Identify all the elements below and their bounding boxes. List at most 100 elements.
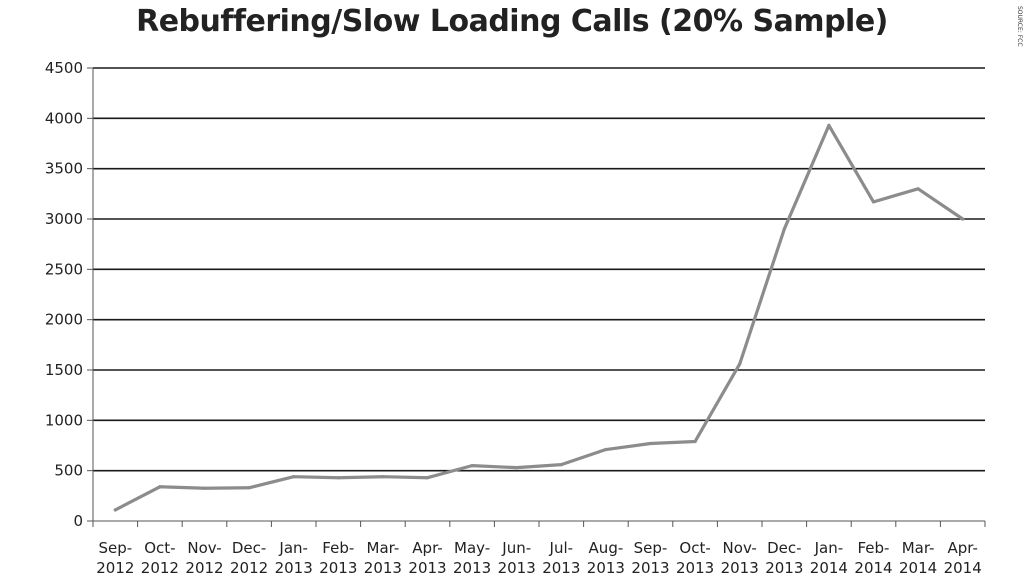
data-point [515, 466, 519, 470]
data-point [871, 200, 876, 204]
x-tick-label: Sep- 2012 [96, 539, 134, 576]
series-line [113, 123, 965, 512]
x-tick-label: Feb- 2013 [319, 539, 357, 576]
x-tick-month: May- [454, 539, 490, 557]
data-point [470, 464, 474, 468]
data-point [693, 439, 697, 444]
y-tick-label: 500 [54, 462, 83, 480]
x-tick-year: 2013 [721, 559, 759, 576]
data-point [158, 485, 162, 489]
data-point [292, 475, 296, 479]
x-tick-label: Aug- 2013 [587, 539, 625, 576]
x-tick-year: 2014 [899, 559, 937, 576]
x-tick-year: 2012 [96, 559, 134, 576]
data-point [425, 476, 430, 480]
y-tick-label: 1000 [45, 411, 83, 429]
x-tick-year: 2013 [364, 559, 402, 576]
x-tick-label: Mar- 2013 [364, 539, 402, 576]
x-tick-label: Apr- 2013 [408, 539, 446, 576]
x-tick-month: Sep- [98, 539, 132, 557]
data-point [782, 227, 786, 231]
data-point [604, 447, 608, 452]
data-point [202, 486, 207, 490]
x-tick-year: 2014 [810, 559, 848, 576]
x-tick-label: Nov- 2013 [721, 539, 759, 576]
x-tick-label: Dec- 2012 [230, 539, 268, 576]
y-tick-label: 4000 [45, 109, 83, 127]
x-tick-month: Nov- [187, 539, 221, 557]
x-tick-label: Sep- 2013 [631, 539, 669, 576]
x-tick-label: Dec- 2013 [765, 539, 803, 576]
chart-title: Rebuffering/Slow Loading Calls (20% Samp… [136, 4, 888, 39]
x-tick-month: Jan- [278, 539, 308, 557]
y-tick-label: 2500 [45, 260, 83, 278]
data-point [648, 441, 653, 446]
x-tick-year: 2013 [453, 559, 491, 576]
x-tick-year: 2013 [275, 559, 313, 576]
x-tick-year: 2012 [230, 559, 268, 576]
x-tick-month: Mar- [902, 539, 935, 557]
data-point [559, 463, 563, 467]
x-tick-year: 2013 [676, 559, 714, 576]
y-tick-label: 3500 [45, 160, 83, 178]
x-tick-month: Apr- [412, 539, 442, 557]
y-tick-label: 1500 [45, 361, 83, 379]
data-point [916, 187, 920, 191]
x-tick-month: Jan- [814, 539, 844, 557]
x-tick-label: Nov- 2012 [185, 539, 223, 576]
axes [87, 67, 986, 527]
x-tick-month: Jun- [501, 539, 531, 557]
x-tick-labels: Sep- 2012 Oct- 2012 Nov- 2012 Dec- 2012 Jan- 2013… [96, 539, 982, 576]
series [113, 123, 965, 512]
x-tick-label: Apr- 2014 [944, 539, 982, 576]
x-tick-month: Oct- [144, 539, 175, 557]
x-tick-month: Sep- [634, 539, 668, 557]
x-tick-label: Jun- 2013 [498, 539, 536, 576]
data-point [381, 475, 385, 479]
data-point [247, 486, 251, 490]
x-tick-year: 2013 [587, 559, 625, 576]
gridlines [93, 67, 985, 472]
x-tick-label: Feb- 2014 [854, 539, 892, 576]
x-tick-label: Jan- 2014 [810, 539, 848, 576]
x-tick-label: Oct- 2012 [141, 539, 179, 576]
x-tick-label: Oct- 2013 [676, 539, 714, 576]
x-tick-year: 2013 [542, 559, 580, 576]
y-tick-label: 0 [73, 512, 83, 530]
x-tick-month: Aug- [589, 539, 624, 557]
source-note: SOURCE: FCC [1016, 6, 1023, 47]
data-point [827, 123, 831, 127]
y-tick-label: 4500 [45, 59, 83, 77]
x-tick-year: 2013 [765, 559, 803, 576]
x-tick-label: Mar- 2014 [899, 539, 937, 576]
x-tick-year: 2014 [854, 559, 892, 576]
x-tick-month: Feb- [858, 539, 890, 557]
x-tick-year: 2013 [498, 559, 536, 576]
x-tick-year: 2013 [631, 559, 669, 576]
x-tick-year: 2013 [408, 559, 446, 576]
x-tick-year: 2014 [944, 559, 982, 576]
data-point [336, 476, 340, 480]
y-tick-label: 3000 [45, 210, 83, 228]
y-tick-label: 2000 [45, 311, 83, 329]
x-tick-year: 2012 [141, 559, 179, 576]
x-tick-month: Dec- [232, 539, 266, 557]
x-tick-month: Nov- [723, 539, 757, 557]
data-point [961, 217, 965, 221]
x-tick-label: May- 2013 [453, 539, 491, 576]
x-tick-year: 2012 [185, 559, 223, 576]
x-tick-month: Oct- [679, 539, 710, 557]
x-tick-year: 2013 [319, 559, 357, 576]
data-point [738, 362, 742, 366]
x-tick-label: Jan- 2013 [275, 539, 313, 576]
data-point [113, 508, 117, 512]
x-tick-month: Jul- [549, 539, 574, 557]
x-tick-month: Apr- [947, 539, 977, 557]
y-tick-labels: 0 500 1000 1500 2000 2500 3000 3500 4000 4500 [45, 59, 83, 530]
x-tick-month: Mar- [367, 539, 400, 557]
x-tick-label: Jul- 2013 [542, 539, 580, 576]
x-tick-month: Dec- [767, 539, 801, 557]
x-tick-month: Feb- [322, 539, 354, 557]
